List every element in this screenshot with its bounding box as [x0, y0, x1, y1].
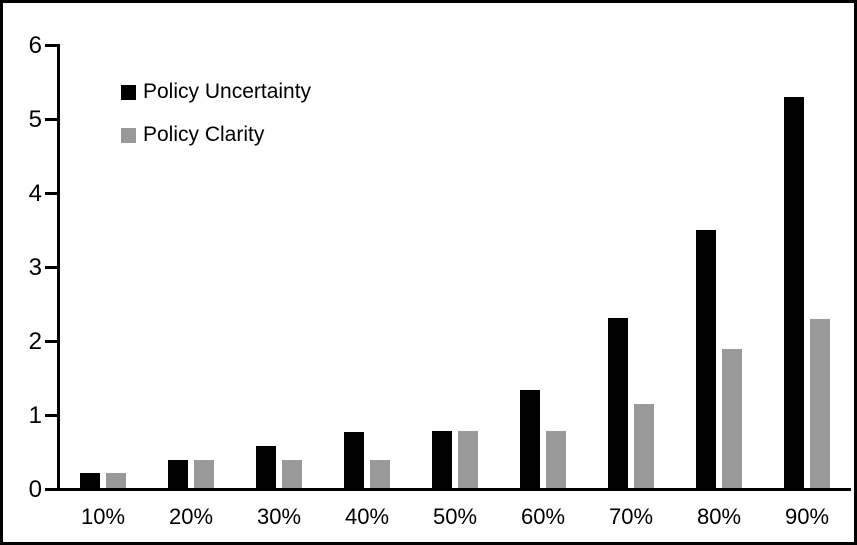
bar-policy-uncertainty-30%: [256, 446, 276, 488]
bar-policy-clarity-40%: [370, 460, 390, 488]
bar-policy-uncertainty-80%: [696, 230, 716, 488]
x-tick-label-30%: 30%: [256, 504, 302, 529]
x-tick-label-90%: 90%: [784, 504, 830, 529]
legend-swatch-gray-icon: [121, 127, 136, 143]
bar-policy-clarity-20%: [194, 460, 214, 488]
y-tick-mark: [45, 488, 60, 491]
y-tick-label: 0: [28, 475, 42, 503]
x-tick-label-20%: 20%: [168, 504, 214, 529]
legend-swatch-black-icon: [121, 84, 136, 100]
x-tick-label-80%: 80%: [696, 504, 742, 529]
bar-policy-uncertainty-40%: [344, 432, 364, 488]
x-tick-label-10%: 10%: [80, 504, 126, 529]
x-tick-label-40%: 40%: [344, 504, 390, 529]
legend-item-policy-clarity: Policy Clarity: [121, 121, 311, 149]
bar-policy-clarity-90%: [810, 319, 830, 488]
legend: Policy Uncertainty Policy Clarity: [121, 78, 311, 164]
y-tick-mark: [45, 44, 60, 47]
y-tick-mark: [45, 118, 60, 121]
x-tick-label-60%: 60%: [520, 504, 566, 529]
y-tick-label: 1: [28, 401, 42, 429]
y-tick-label: 3: [28, 253, 42, 281]
bar-policy-uncertainty-20%: [168, 460, 188, 488]
bar-policy-clarity-50%: [458, 431, 478, 488]
y-tick-label: 5: [28, 105, 42, 133]
legend-label-policy-uncertainty: Policy Uncertainty: [143, 80, 312, 103]
y-tick-mark: [45, 266, 60, 269]
x-tick-label-70%: 70%: [608, 504, 654, 529]
bar-policy-uncertainty-60%: [520, 390, 540, 488]
bar-policy-uncertainty-70%: [608, 318, 628, 488]
x-axis-line: [45, 488, 851, 491]
x-tick-label-50%: 50%: [432, 504, 478, 529]
bar-policy-clarity-70%: [634, 404, 654, 488]
y-tick-label: 6: [28, 31, 42, 59]
y-tick-mark: [45, 414, 60, 417]
y-tick-mark: [45, 192, 60, 195]
legend-item-policy-uncertainty: Policy Uncertainty: [121, 78, 311, 106]
bar-policy-clarity-80%: [722, 349, 742, 488]
y-tick-label: 4: [28, 179, 42, 207]
bar-policy-clarity-10%: [106, 473, 126, 488]
y-tick-label: 2: [28, 327, 42, 355]
bar-policy-clarity-30%: [282, 460, 302, 488]
bar-policy-uncertainty-10%: [80, 473, 100, 488]
y-tick-mark: [45, 340, 60, 343]
bar-policy-uncertainty-90%: [784, 97, 804, 488]
bar-policy-clarity-60%: [546, 431, 566, 488]
bar-policy-uncertainty-50%: [432, 431, 452, 488]
legend-label-policy-clarity: Policy Clarity: [143, 123, 265, 146]
